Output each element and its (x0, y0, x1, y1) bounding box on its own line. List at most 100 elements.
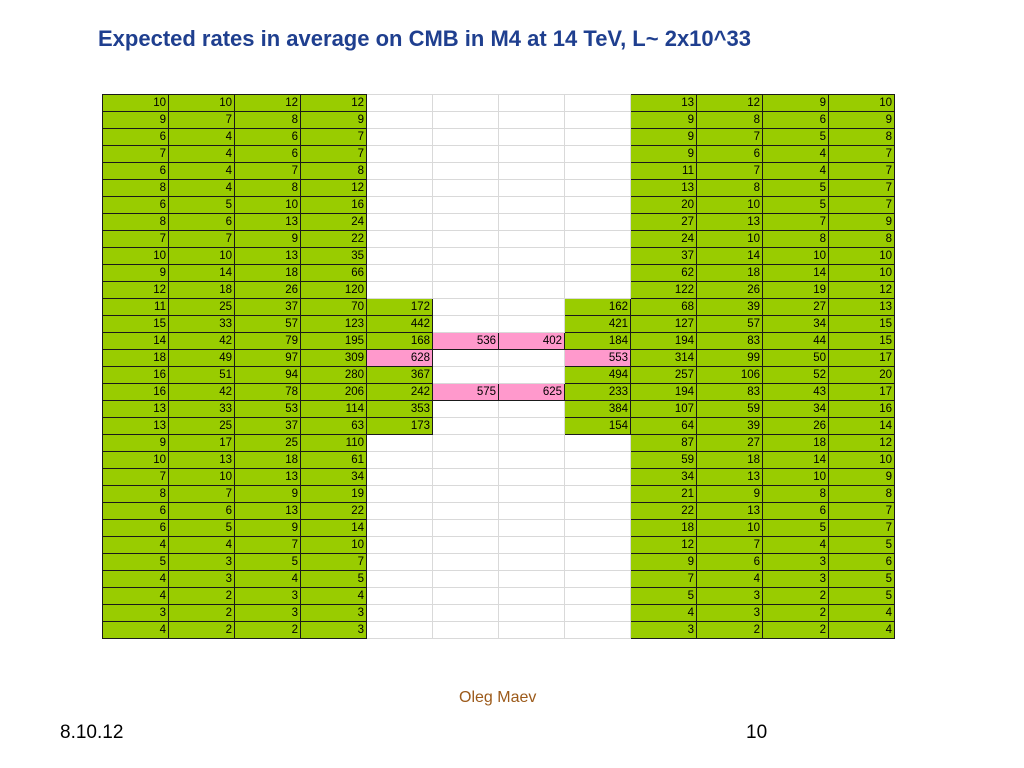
table-cell: 10 (696, 230, 763, 248)
table-cell (432, 485, 499, 503)
table-cell (498, 468, 565, 486)
table-cell: 24 (300, 213, 367, 231)
table-cell: 7 (696, 162, 763, 180)
table-cell: 10 (102, 247, 169, 265)
table-cell: 5 (762, 128, 829, 146)
table-cell: 99 (696, 349, 763, 367)
table-cell: 184 (564, 332, 631, 350)
table-cell: 3 (234, 604, 301, 622)
table-cell (564, 162, 631, 180)
table-cell: 3 (300, 621, 367, 639)
table-cell: 168 (366, 332, 433, 350)
table-cell: 4 (102, 587, 169, 605)
table-cell: 10 (828, 94, 895, 112)
table-cell (498, 196, 565, 214)
table-cell: 7 (168, 111, 235, 129)
table-cell: 3 (762, 553, 829, 571)
table-cell (564, 468, 631, 486)
table-cell (498, 366, 565, 384)
table-cell: 12 (300, 94, 367, 112)
table-cell: 4 (168, 128, 235, 146)
table-cell: 4 (630, 604, 697, 622)
table-cell: 9 (102, 264, 169, 282)
table-cell: 34 (630, 468, 697, 486)
table-cell: 5 (828, 587, 895, 605)
table-cell: 4 (762, 162, 829, 180)
table-cell: 10 (828, 247, 895, 265)
table-cell: 8 (828, 128, 895, 146)
table-cell: 87 (630, 434, 697, 452)
table-cell: 625 (498, 383, 565, 401)
table-cell: 172 (366, 298, 433, 316)
table-row: 6 6 13 22 22 13 6 7 (102, 502, 895, 520)
table-cell: 4 (696, 570, 763, 588)
table-cell: 421 (564, 315, 631, 333)
table-cell: 37 (630, 247, 697, 265)
table-cell: 162 (564, 298, 631, 316)
table-cell: 15 (102, 315, 169, 333)
table-cell: 5 (168, 196, 235, 214)
table-cell (366, 94, 433, 112)
table-cell (432, 281, 499, 299)
table-cell: 9 (762, 94, 829, 112)
table-cell: 7 (696, 128, 763, 146)
table-cell: 22 (300, 230, 367, 248)
table-cell: 2 (762, 604, 829, 622)
table-cell: 10 (168, 247, 235, 265)
table-row: 13 25 37 63 173 154 64 39 26 14 (102, 417, 895, 435)
table-cell: 14 (762, 264, 829, 282)
table-cell (564, 519, 631, 537)
table-cell: 4 (234, 570, 301, 588)
table-cell: 34 (300, 468, 367, 486)
table-cell (498, 94, 565, 112)
table-cell (366, 111, 433, 129)
table-cell (366, 536, 433, 554)
table-cell (564, 179, 631, 197)
table-cell: 8 (234, 179, 301, 197)
slide-date: 8.10.12 (60, 722, 124, 743)
table-cell: 2 (762, 621, 829, 639)
table-cell: 10 (696, 519, 763, 537)
table-cell: 5 (828, 536, 895, 554)
table-cell: 16 (102, 383, 169, 401)
table-cell (432, 111, 499, 129)
table-cell: 18 (102, 349, 169, 367)
table-cell: 97 (234, 349, 301, 367)
table-cell: 13 (234, 502, 301, 520)
table-cell: 4 (168, 162, 235, 180)
table-cell: 24 (630, 230, 697, 248)
table-cell: 20 (828, 366, 895, 384)
table-cell: 7 (828, 162, 895, 180)
table-cell (366, 604, 433, 622)
table-cell: 17 (828, 349, 895, 367)
table-cell (498, 400, 565, 418)
table-cell: 83 (696, 332, 763, 350)
table-cell: 7 (828, 196, 895, 214)
table-cell: 4 (102, 570, 169, 588)
table-cell: 5 (102, 553, 169, 571)
table-cell: 12 (234, 94, 301, 112)
table-cell (498, 604, 565, 622)
table-cell: 26 (696, 281, 763, 299)
table-cell: 3 (168, 570, 235, 588)
table-cell: 5 (762, 519, 829, 537)
table-cell: 3 (168, 553, 235, 571)
table-cell (366, 145, 433, 163)
table-cell (564, 451, 631, 469)
table-cell: 127 (630, 315, 697, 333)
table-cell: 11 (630, 162, 697, 180)
table-cell: 18 (696, 451, 763, 469)
table-cell (366, 502, 433, 520)
table-cell: 10 (168, 468, 235, 486)
table-row: 6 5 10 16 20 10 5 7 (102, 196, 895, 214)
table-cell (564, 621, 631, 639)
table-cell: 280 (300, 366, 367, 384)
table-cell: 110 (300, 434, 367, 452)
table-cell: 494 (564, 366, 631, 384)
table-cell (366, 128, 433, 146)
table-cell (432, 468, 499, 486)
table-cell: 14 (828, 417, 895, 435)
table-cell: 8 (828, 485, 895, 503)
